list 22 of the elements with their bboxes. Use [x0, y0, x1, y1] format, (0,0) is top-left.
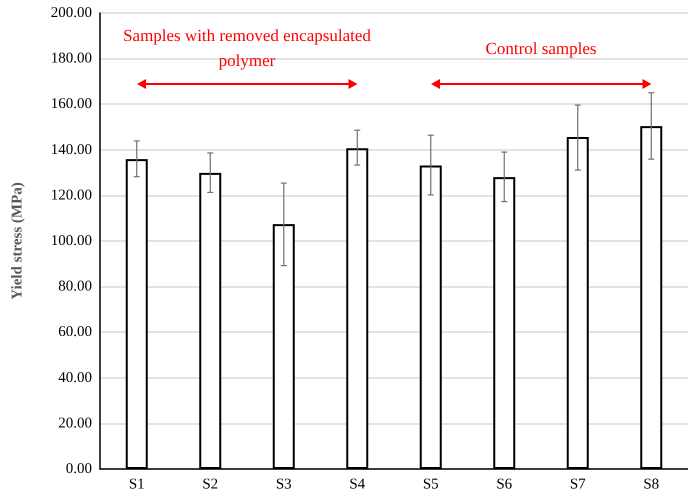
x-tick-label: S2	[202, 476, 218, 492]
x-tick-label: S1	[128, 476, 145, 492]
y-axis-title: Yield stress (MPa)	[10, 182, 26, 300]
x-tick-label: S6	[496, 476, 513, 492]
y-tick-label: 200.00	[50, 5, 92, 21]
x-tick-label: S5	[422, 476, 439, 492]
annotation: Samples with removed encapsulated polymer	[122, 25, 372, 72]
y-tick-label: 60.00	[58, 324, 92, 340]
y-tick-label: 100.00	[50, 233, 92, 249]
y-tick-label: 160.00	[50, 96, 92, 112]
y-tick-label: 80.00	[58, 278, 92, 295]
y-tick-label: 0.00	[66, 461, 92, 477]
y-tick-label: 20.00	[58, 415, 92, 432]
x-tick-label: S4	[349, 476, 366, 492]
x-tick-label: S8	[643, 476, 660, 492]
x-tick-label: S3	[276, 476, 292, 492]
y-tick-label: 120.00	[50, 187, 92, 204]
annotation: Control samples	[484, 38, 598, 60]
y-tick-label: 180.00	[50, 50, 92, 67]
y-tick-label: 40.00	[58, 370, 92, 386]
x-tick-label: S7	[570, 476, 586, 492]
y-tick-label: 140.00	[50, 142, 92, 158]
